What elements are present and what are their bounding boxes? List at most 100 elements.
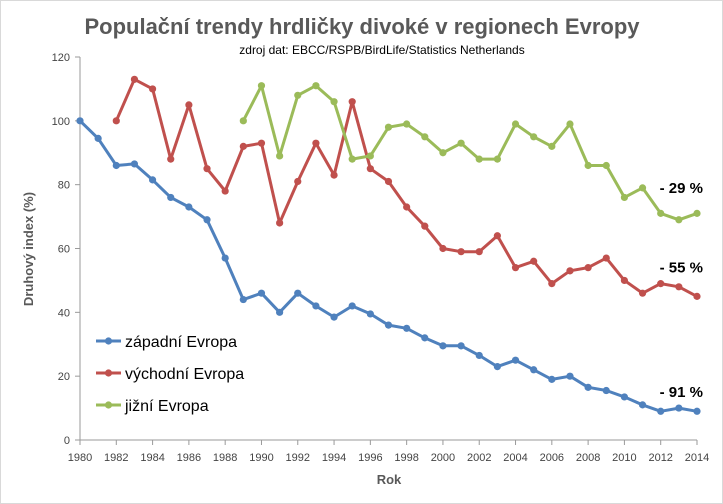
data-point — [530, 133, 538, 141]
legend-swatch-marker — [104, 369, 113, 377]
data-point — [330, 313, 338, 321]
data-point — [312, 82, 320, 90]
data-point — [493, 232, 501, 240]
x-tick-label: 2002 — [467, 452, 491, 464]
data-point — [693, 292, 701, 300]
axes: 0 20 40 60 80 100 120 1980 1982 1984 1986 1988 1990 1… — [52, 52, 710, 464]
x-tick-label: 2008 — [576, 452, 600, 464]
data-point — [366, 152, 374, 160]
data-point — [257, 139, 266, 147]
data-point — [511, 120, 520, 128]
data-point — [112, 161, 120, 170]
data-point — [511, 264, 520, 272]
data-point — [384, 123, 393, 131]
data-point — [638, 184, 647, 192]
x-tick-label: 1998 — [394, 452, 418, 464]
x-tick-label: 1990 — [249, 452, 273, 464]
data-point — [548, 142, 556, 150]
data-point — [167, 193, 175, 202]
x-tick-label: 2010 — [612, 452, 636, 464]
legend-item: východní Evropa — [96, 366, 244, 383]
x-tick-label: 2012 — [648, 452, 672, 464]
y-tick-label: 60 — [58, 244, 70, 256]
data-point — [221, 187, 229, 195]
change-annotation: - 29 % — [660, 180, 703, 197]
x-tick-label: 1988 — [213, 452, 237, 464]
data-point — [475, 351, 483, 360]
data-point — [348, 155, 356, 163]
data-point — [493, 362, 501, 371]
series-2 — [112, 75, 701, 300]
data-point — [675, 216, 683, 224]
data-point — [638, 401, 647, 409]
data-point — [148, 85, 157, 93]
data-point — [620, 393, 629, 401]
data-point — [493, 155, 501, 163]
data-point — [421, 133, 429, 141]
data-point — [148, 176, 157, 184]
data-point — [94, 134, 102, 142]
data-point — [457, 342, 465, 350]
data-point — [548, 375, 556, 383]
data-point — [693, 407, 701, 415]
legend: západní Evropa východní Evropa jižní Evrop… — [96, 334, 244, 415]
data-point — [602, 386, 610, 395]
data-point — [221, 254, 229, 262]
series-3 — [239, 82, 701, 224]
x-tick-label: 2000 — [431, 452, 455, 464]
data-point — [203, 216, 211, 224]
data-point — [403, 120, 411, 128]
legend-label: východní Evropa — [125, 366, 244, 383]
series-layer — [76, 75, 701, 415]
data-point — [239, 117, 247, 125]
data-point — [257, 82, 266, 90]
data-point — [130, 75, 139, 83]
data-point — [457, 248, 465, 256]
data-point — [366, 310, 374, 318]
data-point — [530, 366, 538, 374]
data-point — [584, 383, 592, 391]
data-point — [475, 155, 483, 163]
data-point — [675, 283, 683, 291]
y-tick-label: 40 — [58, 307, 70, 319]
y-axis-title: Druhový index (%) — [21, 192, 36, 306]
data-point — [294, 289, 302, 297]
data-point — [112, 117, 120, 125]
data-point — [421, 222, 429, 230]
data-point — [384, 177, 393, 186]
data-point — [130, 160, 139, 168]
change-annotation: - 55 % — [660, 260, 703, 277]
legend-label: jižní Evropa — [124, 398, 209, 415]
data-point — [257, 289, 266, 297]
x-tick-label: 2014 — [685, 452, 709, 464]
data-point — [312, 302, 320, 310]
data-point — [675, 404, 683, 412]
data-point — [76, 117, 84, 125]
data-point — [566, 267, 574, 275]
data-point — [384, 321, 393, 329]
series-line — [241, 84, 698, 222]
data-point — [584, 161, 592, 170]
chart-title: Populační trendy hrdličky divoké v regio… — [84, 14, 640, 39]
data-point — [602, 161, 610, 170]
data-point — [366, 165, 374, 173]
x-tick-label: 1986 — [177, 452, 201, 464]
data-point — [294, 177, 302, 186]
data-point — [566, 120, 574, 128]
data-point — [403, 203, 411, 211]
data-point — [276, 219, 284, 227]
data-point — [548, 280, 556, 288]
data-point — [475, 248, 483, 256]
data-point — [457, 139, 465, 147]
x-tick-label: 1980 — [68, 452, 92, 464]
data-point — [657, 209, 665, 217]
data-point — [584, 264, 592, 272]
data-point — [185, 101, 193, 109]
data-point — [312, 139, 320, 147]
y-tick-label: 120 — [52, 52, 70, 64]
y-tick-label: 80 — [58, 180, 70, 192]
data-point — [185, 203, 193, 211]
annotations: - 29 % - 55 % - 91 % — [660, 180, 703, 401]
